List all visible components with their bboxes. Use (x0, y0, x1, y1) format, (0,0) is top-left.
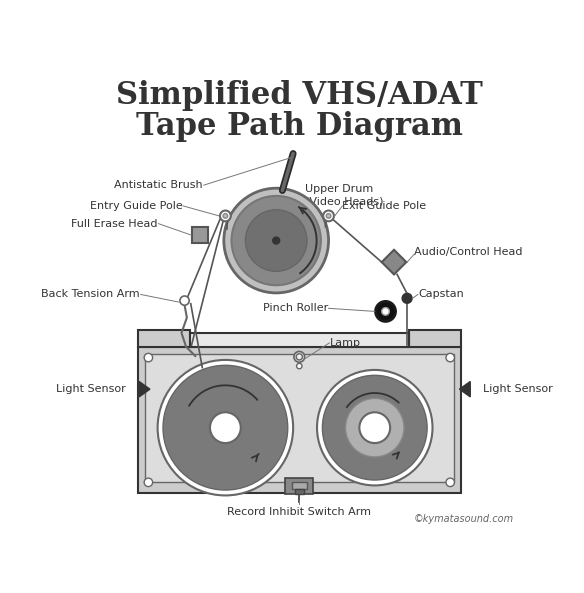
Polygon shape (460, 381, 470, 397)
Circle shape (446, 353, 454, 362)
Bar (295, 489, 304, 494)
Text: Light Sensor: Light Sensor (55, 384, 126, 394)
Circle shape (297, 364, 302, 369)
Circle shape (273, 237, 280, 244)
Circle shape (317, 370, 433, 486)
Text: Pinch Roller: Pinch Roller (263, 304, 328, 313)
Text: Entry Guide Pole: Entry Guide Pole (91, 201, 183, 211)
Text: Audio/Control Head: Audio/Control Head (414, 247, 523, 257)
Text: Exit Guide Pole: Exit Guide Pole (342, 201, 426, 211)
Circle shape (144, 353, 152, 362)
Circle shape (402, 294, 412, 303)
Circle shape (158, 360, 293, 495)
Circle shape (180, 296, 189, 305)
Text: Lamp: Lamp (330, 338, 361, 348)
Text: Record Inhibit Switch Arm: Record Inhibit Switch Arm (227, 506, 371, 517)
Bar (138, 330, 190, 347)
Text: Simplified VHS/ADAT: Simplified VHS/ADAT (116, 81, 483, 111)
Circle shape (326, 213, 331, 218)
Circle shape (322, 375, 427, 480)
Circle shape (346, 398, 404, 457)
Text: Capstan: Capstan (418, 289, 464, 299)
Circle shape (296, 354, 303, 360)
Text: Light Sensor: Light Sensor (482, 384, 552, 394)
Text: ~
~: ~ ~ (246, 225, 267, 238)
Text: Upper Drum
(Video Heads): Upper Drum (Video Heads) (305, 184, 384, 207)
Circle shape (224, 188, 329, 293)
Circle shape (223, 213, 228, 218)
Bar (190, 333, 409, 347)
Bar (291, 482, 307, 489)
Circle shape (323, 211, 334, 221)
Text: ©kymatasound.com: ©kymatasound.com (413, 514, 513, 524)
Bar (192, 228, 208, 243)
Circle shape (220, 211, 231, 221)
Circle shape (245, 210, 307, 272)
Circle shape (376, 301, 395, 321)
Text: Tape Path Diagram: Tape Path Diagram (136, 111, 463, 142)
Circle shape (210, 412, 241, 443)
Text: Full Erase Head: Full Erase Head (71, 219, 158, 229)
Bar (409, 330, 461, 347)
Text: Antistatic Brush: Antistatic Brush (114, 180, 203, 190)
Circle shape (294, 352, 305, 362)
Polygon shape (139, 381, 150, 397)
Text: ~
~: ~ ~ (286, 243, 306, 257)
Circle shape (144, 478, 152, 487)
Circle shape (382, 308, 390, 315)
Circle shape (163, 365, 288, 490)
Text: Back Tension Arm: Back Tension Arm (41, 289, 140, 299)
Circle shape (446, 478, 454, 487)
Circle shape (231, 196, 321, 285)
Bar (144, 354, 454, 482)
Bar (286, 479, 313, 494)
Polygon shape (382, 250, 406, 275)
Circle shape (359, 412, 390, 443)
Bar (138, 347, 461, 493)
